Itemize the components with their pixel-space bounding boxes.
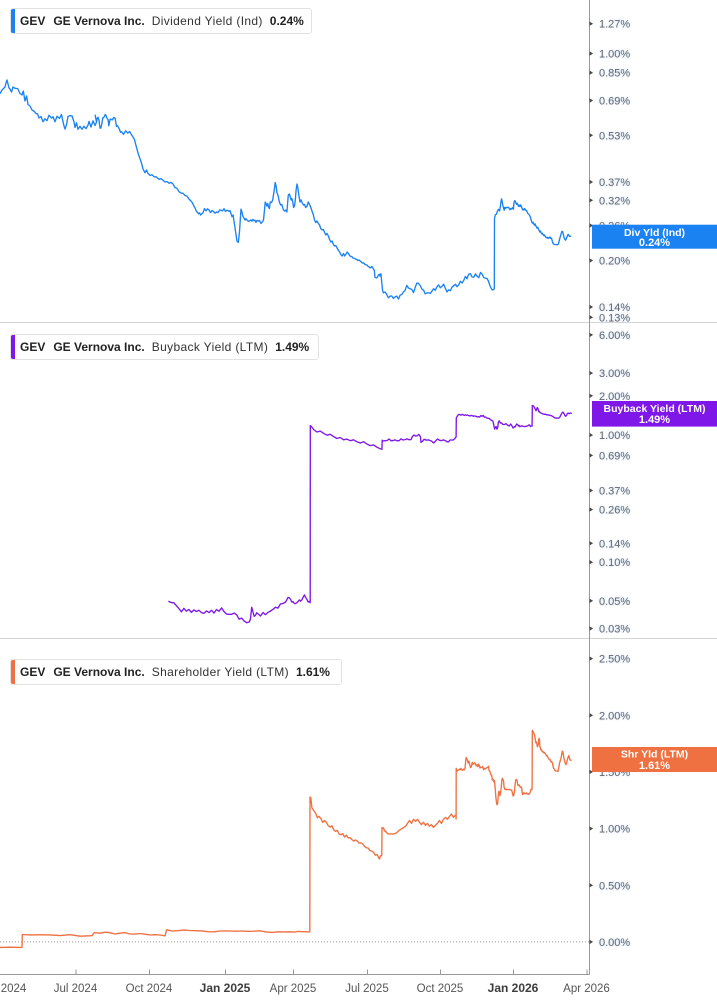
svg-text:0.85%: 0.85% (599, 68, 630, 80)
svg-text:0.05%: 0.05% (599, 596, 630, 608)
svg-text:0.50%: 0.50% (599, 880, 630, 892)
svg-text:Oct 2024: Oct 2024 (126, 983, 173, 995)
svg-text:Jul 2025: Jul 2025 (345, 983, 388, 995)
svg-text:2.50%: 2.50% (599, 654, 630, 666)
svg-text:0.37%: 0.37% (599, 486, 630, 498)
svg-text:3.00%: 3.00% (599, 368, 630, 380)
svg-text:Jan 2026: Jan 2026 (488, 981, 539, 995)
svg-text:1.00%: 1.00% (599, 49, 630, 61)
svg-text:0.14%: 0.14% (599, 302, 630, 314)
svg-text:0.53%: 0.53% (599, 130, 630, 142)
svg-text:2024: 2024 (1, 983, 27, 995)
svg-text:2.00%: 2.00% (599, 391, 630, 403)
svg-text:1.27%: 1.27% (599, 19, 630, 31)
svg-text:1.49%: 1.49% (639, 414, 670, 426)
svg-text:Jan 2025: Jan 2025 (200, 981, 251, 995)
svg-text:6.00%: 6.00% (599, 330, 630, 342)
svg-text:1.00%: 1.00% (599, 824, 630, 836)
svg-text:1.00%: 1.00% (599, 430, 630, 442)
svg-text:2.00%: 2.00% (599, 710, 630, 722)
svg-text:Buyback Yield (LTM): Buyback Yield (LTM) (604, 403, 706, 415)
svg-text:Apr 2026: Apr 2026 (563, 983, 610, 995)
svg-text:0.10%: 0.10% (599, 557, 630, 569)
svg-text:0.03%: 0.03% (599, 624, 630, 636)
svg-text:0.14%: 0.14% (599, 538, 630, 550)
svg-text:0.20%: 0.20% (599, 256, 630, 268)
svg-text:Apr 2025: Apr 2025 (270, 983, 317, 995)
svg-text:0.32%: 0.32% (599, 195, 630, 207)
svg-text:Oct 2025: Oct 2025 (417, 983, 464, 995)
svg-text:0.00%: 0.00% (599, 937, 630, 949)
svg-text:0.26%: 0.26% (599, 505, 630, 517)
svg-text:1.61%: 1.61% (639, 760, 670, 772)
svg-text:Shr Yld (LTM): Shr Yld (LTM) (621, 749, 688, 761)
svg-text:0.69%: 0.69% (599, 450, 630, 462)
svg-text:Jul 2024: Jul 2024 (54, 983, 98, 995)
svg-text:0.69%: 0.69% (599, 96, 630, 108)
svg-text:0.24%: 0.24% (639, 237, 670, 249)
svg-text:0.13%: 0.13% (599, 312, 630, 324)
svg-text:Div Yld (Ind): Div Yld (Ind) (624, 227, 685, 239)
svg-text:0.37%: 0.37% (599, 177, 630, 189)
